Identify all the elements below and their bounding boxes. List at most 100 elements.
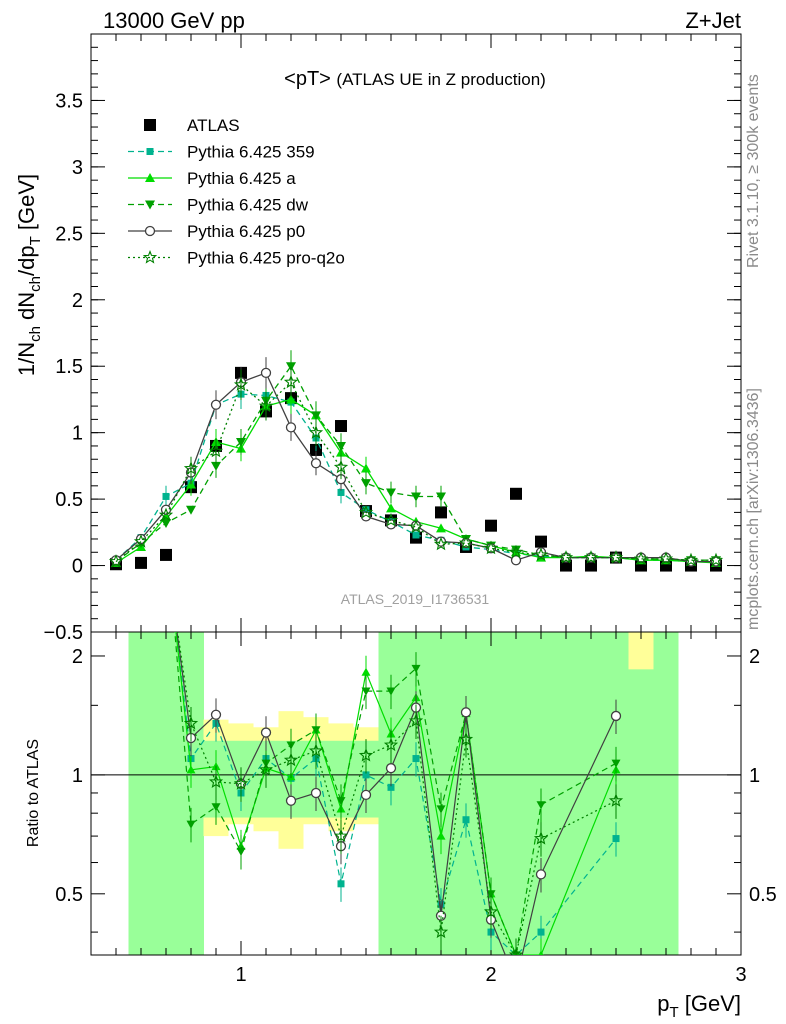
data-marker [411,492,421,502]
data-marker [483,540,499,555]
data-marker [210,399,222,410]
data-marker [387,783,395,791]
data-marker [558,550,574,564]
series-pythia-6-425-359 [112,379,720,566]
beam-label: 13000 GeV pp [103,8,245,33]
data-marker [210,709,222,720]
data-marker [337,880,345,888]
y-tick-label: 0 [72,556,83,578]
band-inner [628,669,654,955]
data-marker [336,797,346,806]
data-marker [146,148,154,155]
data-marker [533,831,549,845]
legend-label: Pythia 6.425 dw [187,196,309,215]
data-marker [583,550,599,564]
data-marker [258,762,274,776]
data-marker [436,805,446,814]
band-inner [553,632,579,955]
data-marker [233,776,249,790]
data-marker [408,519,424,534]
data-marker [610,710,622,722]
data-marker [308,425,324,439]
data-marker [361,479,371,489]
data-marker [361,667,371,676]
data-marker [311,411,321,421]
data-marker [537,928,545,936]
data-marker [144,119,156,131]
ratio-y-tick-label-right: 0.5 [749,884,777,906]
data-marker [608,793,624,807]
data-marker [160,548,172,561]
data-marker [336,441,346,451]
band-inner [128,632,179,955]
data-marker [183,715,199,730]
data-marker [408,713,424,727]
data-marker [311,726,321,735]
data-marker [538,950,544,955]
data-marker [360,789,372,801]
y-tick-label: 0.5 [55,489,83,511]
band-inner [578,632,604,955]
legend-label: Pythia 6.425 pro-q2o [187,249,345,268]
data-marker [658,551,674,566]
data-marker [535,535,547,548]
data-marker [283,374,299,389]
data-marker [362,771,370,779]
data-marker [133,534,149,548]
data-marker [411,664,421,673]
data-marker [183,460,199,475]
data-marker [186,820,196,829]
y-tick-label: 2 [72,290,83,312]
series-pythia-6-425-pro-q2o [108,366,724,568]
data-marker [333,828,349,843]
series-atlas [110,366,722,572]
ratio-y-tick-label: 0.5 [55,884,83,906]
data-marker [361,687,371,696]
data-marker [142,249,158,264]
data-marker [211,803,221,812]
data-marker [208,443,224,458]
y-tick-label: 1.5 [55,356,83,378]
data-marker [708,552,724,567]
data-marker [310,787,322,799]
x-tick-label: 3 [735,964,746,986]
data-marker [611,759,621,768]
data-marker [533,547,549,562]
main-series [108,350,724,572]
band-inner [503,632,529,955]
ratio-pythia-6-425-dw [174,632,621,955]
data-marker [145,173,155,182]
data-marker [535,869,547,880]
data-marker [612,835,620,843]
data-marker [436,831,446,840]
data-marker [536,801,546,810]
process-label: Z+Jet [685,8,741,33]
data-marker [412,755,420,763]
data-marker [462,816,470,824]
data-marker [144,225,156,237]
y-tick-label: 2.5 [55,223,83,245]
data-marker [485,519,497,532]
ratio-bands [128,632,679,955]
ratio-y-tick-label-right: 1 [749,765,760,787]
data-marker [108,554,124,568]
data-marker [236,847,246,856]
data-marker [358,504,374,519]
data-marker [186,765,196,774]
data-marker [386,687,396,696]
data-marker [608,550,624,564]
data-marker [385,763,397,774]
data-marker [236,437,246,447]
y-axis-label: 1/Nch dNch/dpT [GeV] [14,174,44,376]
ratio-y-tick-label-right: 2 [749,646,760,668]
legend-label: ATLAS [187,116,240,135]
data-marker [361,463,371,473]
legend: ATLAS Pythia 6.425 359 Pythia 6.425 a Pythi… [128,116,345,268]
y-tick-label: 1 [72,423,83,445]
data-marker [460,707,472,718]
data-marker [161,519,171,529]
data-marker [308,743,324,758]
data-marker [386,488,396,498]
